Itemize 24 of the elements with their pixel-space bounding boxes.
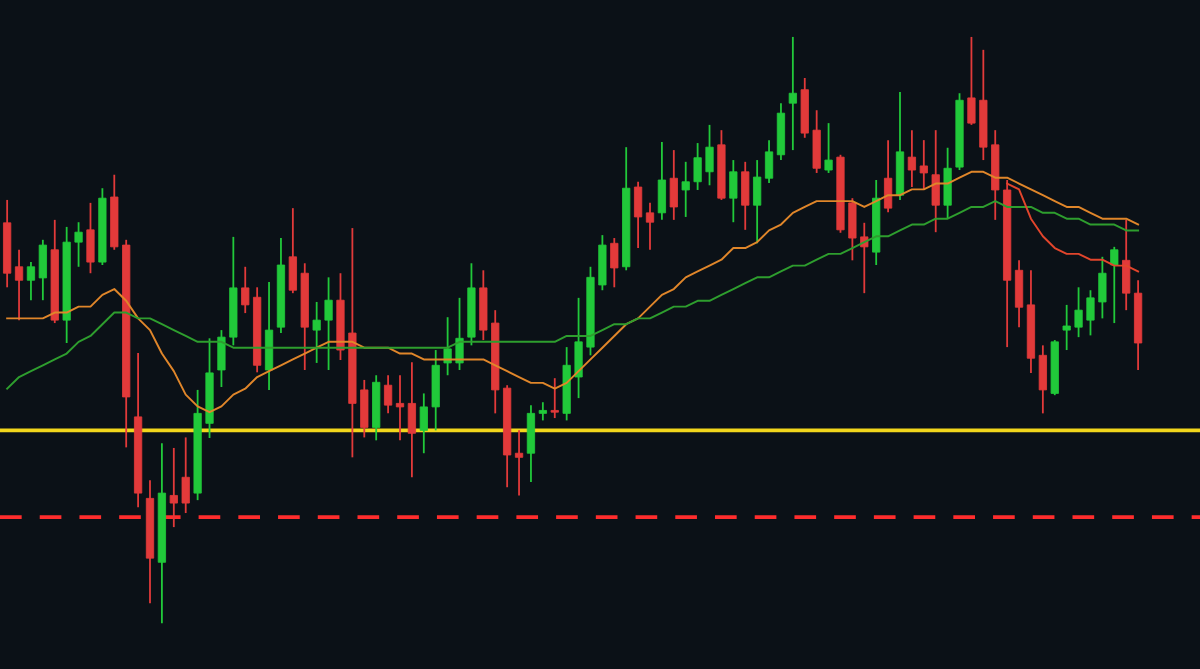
candlestick [74,221,83,268]
candlestick [395,374,405,442]
candlestick [169,447,178,529]
candlestick [538,401,547,422]
candlestick [1062,303,1071,351]
candlestick [645,201,655,251]
candlestick [824,122,833,174]
candlestick [919,139,928,191]
candlestick [1074,286,1083,339]
candlestick [788,36,797,152]
candlestick [324,276,333,371]
candlestick [241,265,250,315]
candlestick [514,429,524,497]
candlestick [312,301,321,364]
candlestick [443,316,452,377]
candlestick [383,374,393,415]
candlestick [26,261,36,302]
candlestick [550,377,559,419]
candlestick [419,392,428,455]
candlestick [681,160,690,218]
candlestick [1086,289,1095,337]
candlestick [1110,245,1119,324]
candlestick [14,248,24,322]
candlestick [907,129,917,188]
